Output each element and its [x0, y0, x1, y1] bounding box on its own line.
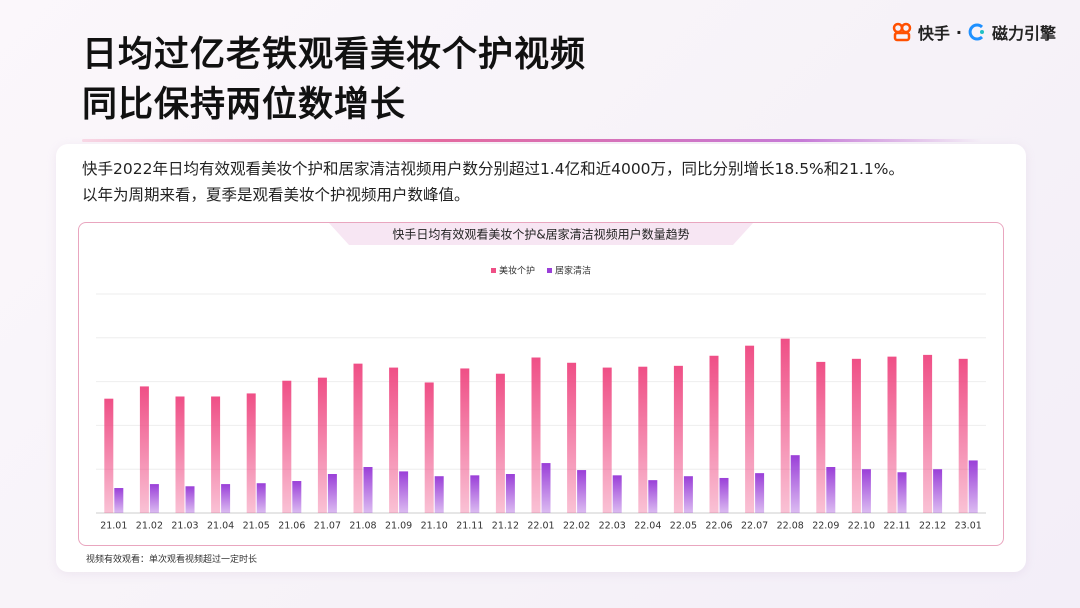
- bar: [958, 358, 968, 513]
- x-tick-label: 22.08: [777, 521, 804, 532]
- footnote: 视频有效观看：单次观看视频超过一定时长: [86, 555, 258, 565]
- bar: [175, 396, 185, 513]
- x-tick-label: 22.01: [527, 521, 554, 532]
- bar: [826, 467, 836, 513]
- bar: [317, 377, 327, 513]
- divider: [82, 139, 982, 142]
- x-tick-label: 21.10: [421, 521, 448, 532]
- bar: [790, 455, 800, 513]
- x-tick-label: 22.05: [670, 521, 697, 532]
- x-tick-label: 21.06: [278, 521, 305, 532]
- bar: [648, 480, 658, 513]
- bar: [292, 481, 302, 513]
- bar: [755, 473, 765, 513]
- bar: [968, 460, 978, 513]
- bar: [602, 367, 612, 513]
- bar: [638, 366, 648, 513]
- x-tick-label: 22.09: [812, 521, 839, 532]
- bar: [399, 471, 409, 513]
- description-line: 以年为周期来看，夏季是观看美妆个护视频用户数峰值。: [82, 186, 470, 204]
- x-tick-label: 22.12: [919, 521, 946, 532]
- legend-swatch: [547, 268, 552, 273]
- bar: [745, 345, 755, 513]
- bar: [495, 373, 505, 513]
- x-tick-label: 21.03: [171, 521, 198, 532]
- bar: [933, 469, 943, 513]
- bar: [683, 476, 693, 513]
- bar: [887, 356, 897, 513]
- x-tick-label: 21.04: [207, 521, 234, 532]
- bar: [256, 483, 266, 513]
- bar: [434, 476, 444, 513]
- bar: [353, 363, 363, 513]
- title-banner: [329, 223, 753, 245]
- bar: [139, 386, 149, 513]
- legend-label: 居家清洁: [555, 265, 591, 277]
- bar: [363, 467, 373, 513]
- bar: [897, 472, 907, 513]
- bar: [531, 357, 541, 513]
- bar: [567, 362, 577, 513]
- x-tick-label: 23.01: [955, 521, 982, 532]
- chart-box: 快手日均有效观看美妆个护&居家清洁视频用户数量趋势 美妆个护 居家清洁 21.01 2…: [78, 222, 1004, 546]
- x-tick-label: 21.01: [100, 521, 127, 532]
- description-line: 快手2022年日均有效观看美妆个护和居家清洁视频用户数分别超过1.4亿和近400…: [82, 160, 905, 178]
- legend-label: 美妆个护: [499, 265, 535, 277]
- logo: 快手 · 磁力引擎: [892, 20, 1056, 44]
- x-tick-label: 22.06: [705, 521, 732, 532]
- bar: [389, 367, 399, 513]
- bar: [104, 398, 114, 513]
- x-tick-label: 22.04: [634, 521, 661, 532]
- bar: [211, 396, 221, 513]
- bar: [424, 382, 434, 513]
- x-tick-label: 21.08: [349, 521, 376, 532]
- bar: [470, 475, 480, 513]
- chart: 快手日均有效观看美妆个护&居家清洁视频用户数量趋势 美妆个护 居家清洁 21.01 2…: [96, 223, 986, 532]
- bar: [541, 463, 551, 513]
- bar: [114, 488, 124, 513]
- x-tick-label: 22.02: [563, 521, 590, 532]
- bar: [861, 469, 871, 513]
- bar: [612, 475, 622, 513]
- x-tick-label: 22.11: [883, 521, 910, 532]
- x-tick-label: 22.03: [599, 521, 626, 532]
- card: 快手2022年日均有效观看美妆个护和居家清洁视频用户数分别超过1.4亿和近400…: [56, 144, 1026, 572]
- bar: [719, 477, 729, 513]
- bar: [709, 355, 719, 513]
- logo-dot: ·: [955, 22, 962, 42]
- bar: [577, 470, 587, 513]
- bar: [221, 484, 231, 513]
- title-line: 日均过亿老铁观看美妆个护视频: [82, 35, 587, 75]
- x-tick-label: 22.07: [741, 521, 768, 532]
- logo-icon: [968, 23, 984, 41]
- x-tick-label: 21.05: [243, 521, 270, 532]
- bar: [780, 338, 790, 513]
- bar: [505, 474, 515, 513]
- x-tick-label: 22.10: [848, 521, 875, 532]
- chart-title: 快手日均有效观看美妆个护&居家清洁视频用户数量趋势: [392, 227, 689, 242]
- title-line: 同比保持两位数增长: [82, 85, 407, 125]
- x-tick-label: 21.07: [314, 521, 341, 532]
- bar: [149, 484, 159, 513]
- bar: [851, 358, 861, 513]
- title: 日均过亿老铁观看美妆个护视频 同比保持两位数增长: [82, 30, 586, 130]
- bar: [460, 368, 470, 513]
- logo-icon: [892, 22, 912, 42]
- bar: [816, 361, 826, 513]
- logo-text: 快手: [917, 24, 950, 43]
- bar: [246, 393, 256, 513]
- x-tick-label: 21.02: [136, 521, 163, 532]
- bar: [327, 474, 337, 513]
- legend-swatch: [491, 268, 496, 273]
- x-tick-label: 21.11: [456, 521, 483, 532]
- bar: [673, 365, 683, 513]
- bar: [185, 486, 195, 513]
- bar: [282, 380, 292, 513]
- x-tick-label: 21.09: [385, 521, 412, 532]
- bar: [923, 354, 933, 513]
- description: 快手2022年日均有效观看美妆个护和居家清洁视频用户数分别超过1.4亿和近400…: [82, 156, 904, 208]
- x-tick-label: 21.12: [492, 521, 519, 532]
- logo-text: 磁力引擎: [991, 24, 1056, 43]
